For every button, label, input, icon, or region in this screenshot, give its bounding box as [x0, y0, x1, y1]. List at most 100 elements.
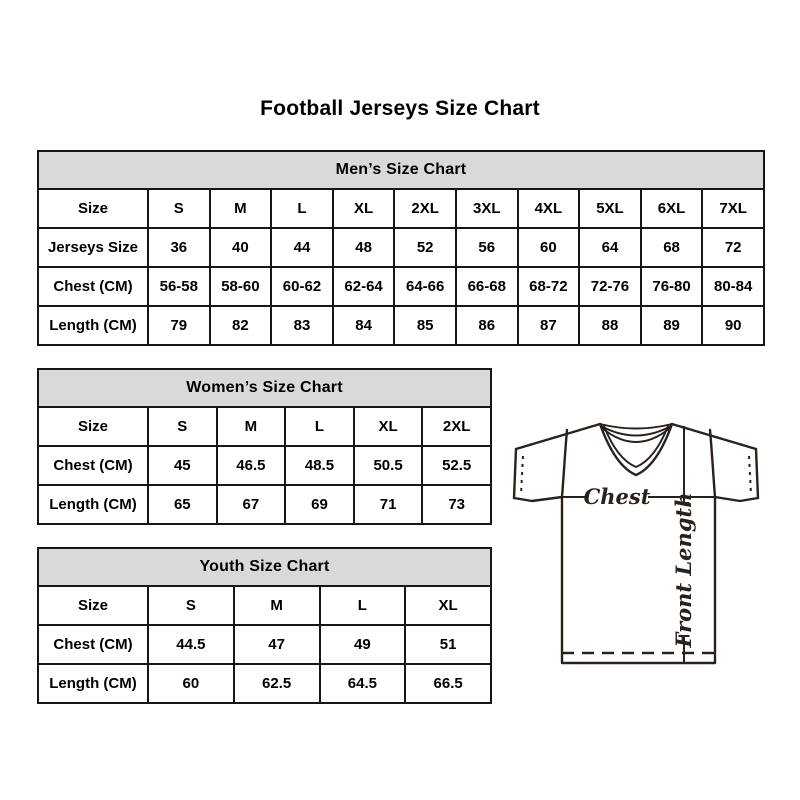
size-header-row: Size S M L XL 2XL 3XL 4XL 5XL 6XL 7XL	[37, 188, 765, 229]
table-row: Chest (CM) 56-58 58-60 60-62 62-64 64-66 66-68…	[37, 266, 765, 307]
size-header-cell: 2XL	[393, 188, 457, 229]
jersey-measurement-diagram: Chest Front Length	[512, 422, 760, 665]
jersey-right-armhole-seam	[708, 428, 717, 499]
vneck-outer-line	[598, 422, 674, 477]
row-label-cell: Jerseys Size	[37, 227, 149, 268]
value-cell: 73	[421, 484, 492, 525]
value-cell: 40	[208, 227, 273, 268]
value-cell: 86	[454, 305, 519, 346]
value-cell: 64-66	[393, 266, 457, 307]
table-row: Length (CM) 79 82 83 84 85 86 87 88 89 90	[37, 305, 765, 346]
front-length-measure-label: Front Length	[671, 493, 696, 649]
right-sleeve-stitch-dotted-line	[748, 455, 752, 495]
size-header-cell: S	[147, 585, 235, 626]
value-cell: 62-64	[331, 266, 396, 307]
value-cell: 72	[701, 227, 765, 268]
value-cell: 67	[215, 484, 287, 525]
table-title-row: Men’s Size Chart	[37, 150, 765, 190]
size-header-cell: L	[284, 406, 355, 447]
jersey-right-shoulder-line	[670, 422, 758, 451]
value-cell: 82	[208, 305, 273, 346]
value-cell: 52	[393, 227, 457, 268]
value-cell: 90	[701, 305, 765, 346]
value-cell: 58-60	[208, 266, 273, 307]
value-cell: 50.5	[352, 445, 424, 486]
row-label-cell: Size	[37, 188, 149, 229]
collar-top-arc	[599, 423, 673, 430]
size-header-cell: XL	[352, 406, 424, 447]
value-cell: 45	[147, 445, 218, 486]
value-cell: 64	[578, 227, 642, 268]
value-cell: 79	[147, 305, 211, 346]
vneck-inner-line	[603, 425, 669, 469]
value-cell: 44	[270, 227, 334, 268]
value-cell: 46.5	[215, 445, 287, 486]
jersey-right-cuff-line	[713, 495, 760, 503]
size-header-cell: 7XL	[701, 188, 765, 229]
collar-inner-arc	[601, 427, 671, 443]
size-header-cell: 6XL	[639, 188, 704, 229]
jersey-left-shoulder-line	[514, 422, 602, 451]
value-cell: 62.5	[232, 663, 321, 704]
value-cell: 87	[516, 305, 581, 346]
table-title-row: Youth Size Chart	[37, 547, 492, 587]
size-header-cell: 3XL	[454, 188, 519, 229]
value-cell: 80-84	[701, 266, 765, 307]
mens-size-table: Men’s Size Chart Size S M L XL 2XL 3XL 4XL 5XL 6XL…	[37, 150, 765, 346]
size-header-cell: 2XL	[421, 406, 492, 447]
row-label-cell: Size	[37, 585, 149, 626]
size-header-cell: M	[208, 188, 273, 229]
value-cell: 83	[270, 305, 334, 346]
size-header-row: Size S M L XL 2XL	[37, 406, 492, 447]
value-cell: 68	[639, 227, 704, 268]
row-label-cell: Size	[37, 406, 149, 447]
row-label-cell: Chest (CM)	[37, 445, 149, 486]
row-label-cell: Chest (CM)	[37, 266, 149, 307]
row-label-cell: Chest (CM)	[37, 624, 149, 665]
value-cell: 56-58	[147, 266, 211, 307]
jersey-left-cuff-line	[512, 495, 564, 503]
collar-band-arc	[600, 425, 672, 437]
page-title: Football Jerseys Size Chart	[260, 97, 540, 120]
youth-size-table: Youth Size Chart Size S M L XL Chest (CM) 44.5 4…	[37, 547, 492, 704]
table-row: Chest (CM) 44.5 47 49 51	[37, 624, 492, 665]
size-header-cell: XL	[404, 585, 492, 626]
value-cell: 89	[639, 305, 704, 346]
value-cell: 60-62	[270, 266, 334, 307]
left-sleeve-stitch-dotted-line	[520, 455, 524, 495]
value-cell: 68-72	[516, 266, 581, 307]
size-header-cell: 4XL	[516, 188, 581, 229]
table-row: Length (CM) 60 62.5 64.5 66.5	[37, 663, 492, 704]
value-cell: 85	[393, 305, 457, 346]
womens-size-table: Women’s Size Chart Size S M L XL 2XL Chest (CM)…	[37, 368, 492, 525]
value-cell: 47	[232, 624, 321, 665]
value-cell: 72-76	[578, 266, 642, 307]
value-cell: 60	[147, 663, 235, 704]
jersey-torso-outline	[560, 495, 717, 665]
size-header-cell: L	[318, 585, 407, 626]
size-header-cell: L	[270, 188, 334, 229]
table-title-row: Women’s Size Chart	[37, 368, 492, 408]
chest-measure-label: Chest	[584, 484, 651, 509]
value-cell: 48	[331, 227, 396, 268]
size-header-cell: M	[232, 585, 321, 626]
value-cell: 76-80	[639, 266, 704, 307]
value-cell: 84	[331, 305, 396, 346]
row-label-cell: Length (CM)	[37, 663, 149, 704]
value-cell: 64.5	[318, 663, 407, 704]
value-cell: 44.5	[147, 624, 235, 665]
value-cell: 56	[454, 227, 519, 268]
value-cell: 69	[284, 484, 355, 525]
size-header-cell: 5XL	[578, 188, 642, 229]
value-cell: 48.5	[284, 445, 355, 486]
size-header-cell: M	[215, 406, 287, 447]
jersey-left-sleeve-edge	[512, 447, 518, 500]
value-cell: 66-68	[454, 266, 519, 307]
size-header-cell: S	[147, 188, 211, 229]
value-cell: 65	[147, 484, 218, 525]
value-cell: 66.5	[404, 663, 492, 704]
value-cell: 52.5	[421, 445, 492, 486]
table-title: Youth Size Chart	[37, 547, 492, 587]
jersey-left-armhole-seam	[560, 428, 569, 499]
